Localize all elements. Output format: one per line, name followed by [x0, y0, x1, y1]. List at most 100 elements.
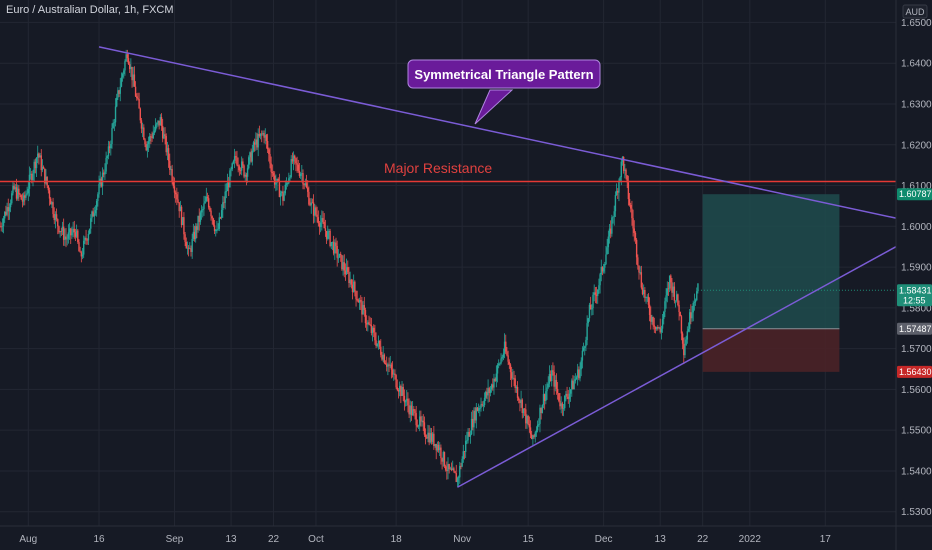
- candle-body: [518, 397, 520, 401]
- candle-body: [180, 206, 183, 226]
- candle-body: [420, 416, 422, 422]
- candle-body: [268, 149, 270, 154]
- candle-body: [130, 66, 132, 70]
- candle-body: [275, 182, 277, 185]
- candle-body: [548, 374, 551, 384]
- chart-title: Euro / Australian Dollar, 1h, FXCM: [6, 4, 174, 16]
- candle-body: [687, 328, 690, 332]
- candle-body: [289, 176, 291, 179]
- candle-body: [57, 219, 59, 227]
- callout-annotation[interactable]: Symmetrical Triangle Pattern: [407, 59, 601, 125]
- price-tag-bg: [897, 322, 932, 335]
- candle-body: [433, 433, 435, 447]
- candle-body: [140, 120, 143, 129]
- candle-body: [73, 228, 75, 233]
- x-tick-label: Oct: [308, 534, 324, 545]
- candle-body: [558, 393, 560, 401]
- y-tick-label: 1.61000: [901, 181, 932, 192]
- candle-body: [350, 279, 353, 285]
- candle-body: [374, 332, 376, 341]
- candle-body: [441, 458, 443, 462]
- candle-body: [670, 275, 672, 283]
- candle-body: [67, 232, 70, 239]
- candle-body: [64, 236, 66, 240]
- candle-body: [652, 317, 654, 326]
- candle-body: [66, 238, 68, 240]
- candle-body: [533, 435, 535, 437]
- currency-badge-bg[interactable]: [902, 4, 928, 19]
- candle-body: [62, 226, 65, 240]
- candle-body: [118, 90, 120, 94]
- candle-body: [119, 86, 121, 94]
- candle-body: [666, 288, 668, 296]
- candle-body: [106, 156, 108, 158]
- candle-body: [345, 267, 348, 275]
- candle-body: [402, 386, 404, 396]
- candle-body: [161, 125, 164, 139]
- candle-body: [654, 326, 657, 330]
- candle-body: [486, 391, 488, 396]
- candle-body: [472, 418, 474, 428]
- candle-body: [585, 340, 587, 347]
- y-tick-label: 1.60000: [901, 222, 932, 233]
- candle-body: [430, 433, 433, 442]
- candle-body: [574, 379, 577, 382]
- price-tag-bg: [897, 188, 932, 201]
- candle-body: [419, 416, 421, 426]
- candle-body: [100, 178, 103, 187]
- candle-body: [98, 184, 100, 195]
- candle-body: [521, 399, 523, 414]
- candle-body: [564, 395, 566, 409]
- candle-body: [14, 187, 17, 189]
- candle-body: [52, 202, 54, 215]
- candle-body: [568, 393, 571, 399]
- candle-body: [650, 315, 652, 322]
- candle-body: [143, 127, 145, 140]
- candle-body: [184, 234, 186, 242]
- candle-body: [559, 400, 561, 407]
- candle-body: [258, 134, 261, 137]
- candle-body: [19, 194, 21, 196]
- candle-body: [266, 141, 269, 150]
- candle-body: [661, 319, 664, 329]
- candle-body: [137, 98, 139, 100]
- candle-body: [688, 312, 691, 329]
- candle-body: [101, 172, 104, 187]
- candle-body: [292, 155, 295, 162]
- candle-body: [403, 395, 406, 403]
- candle-body: [149, 136, 151, 142]
- candle-body: [45, 176, 47, 184]
- candle-body: [641, 287, 644, 295]
- candle-body: [440, 447, 442, 459]
- candle-body: [609, 228, 612, 234]
- candle-body: [133, 74, 136, 87]
- candle-body: [389, 364, 391, 366]
- candle-body: [65, 236, 67, 240]
- currency-badge[interactable]: AUD: [905, 7, 925, 17]
- candle-body: [195, 226, 197, 240]
- candle-body: [74, 232, 77, 237]
- candle-body: [488, 388, 490, 394]
- position-zones: [702, 194, 840, 372]
- candle-body: [528, 424, 531, 428]
- candle-body: [397, 390, 400, 392]
- candle-body: [648, 304, 651, 316]
- candle-body: [356, 299, 358, 301]
- candle-body: [7, 207, 9, 212]
- candle-body: [187, 247, 190, 249]
- candle-body: [190, 248, 192, 252]
- candle-body: [158, 120, 160, 126]
- candle-body: [163, 134, 165, 139]
- candle-body: [222, 202, 224, 211]
- candle-body: [463, 451, 466, 453]
- candle-body: [291, 159, 294, 162]
- candle-body: [384, 363, 387, 365]
- candle-body: [295, 158, 297, 164]
- x-tick-label: 13: [655, 534, 667, 545]
- candle-body: [362, 305, 364, 315]
- candle-body: [421, 420, 423, 422]
- x-tick-label: 13: [226, 534, 238, 545]
- candle-body: [54, 214, 57, 221]
- candle-body: [91, 211, 93, 219]
